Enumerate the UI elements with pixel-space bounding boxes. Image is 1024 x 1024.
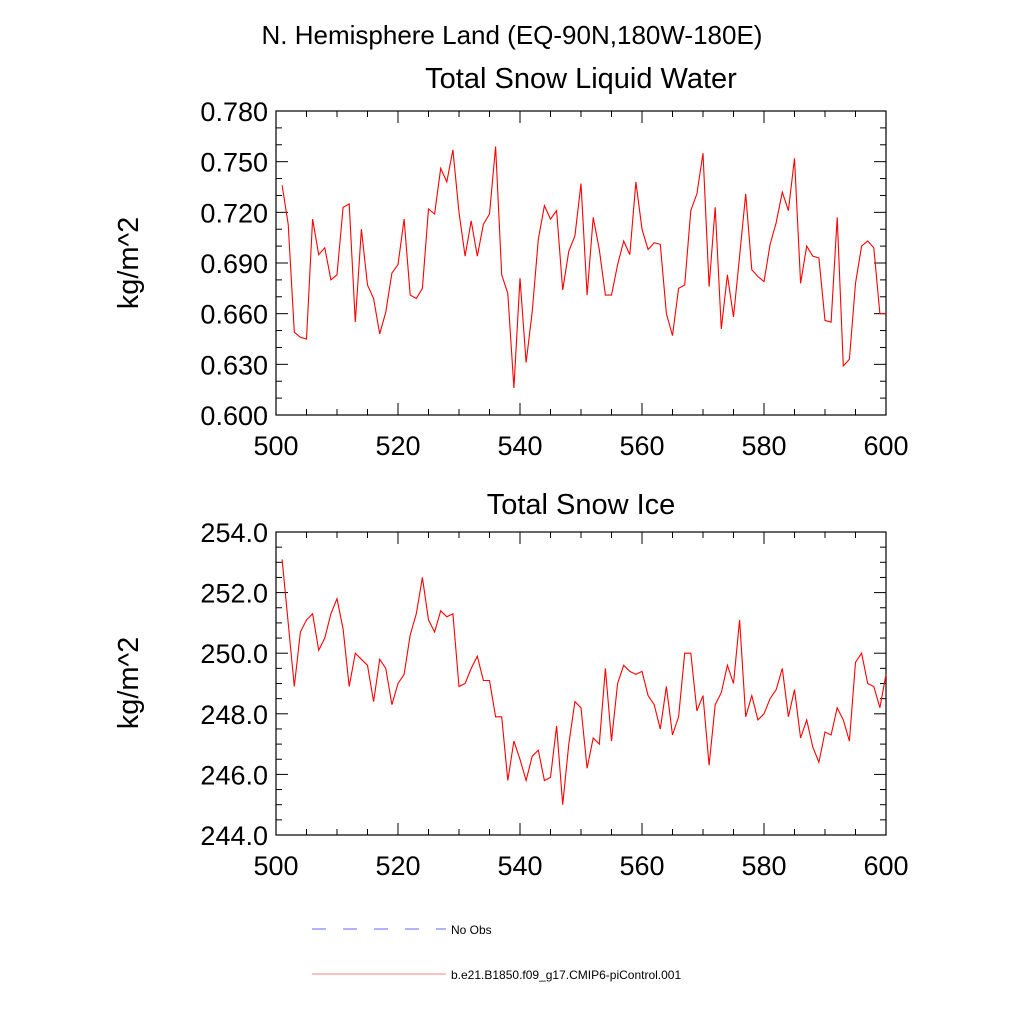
chart-title: Total Snow Liquid Water <box>425 63 737 95</box>
x-tick-label: 540 <box>497 431 542 461</box>
x-tick-label: 560 <box>619 431 664 461</box>
x-tick-label: 520 <box>375 851 420 881</box>
main-title: N. Hemisphere Land (EQ-90N,180W-180E) <box>262 20 763 50</box>
x-tick-label: 520 <box>375 431 420 461</box>
y-tick-label: 0.660 <box>200 300 268 330</box>
y-tick-label: 248.0 <box>200 700 268 730</box>
y-axis-label: kg/m^2 <box>113 637 145 730</box>
panel-snow-ice: Total Snow Ice kg/m^2 500 520 540 560 580 600… <box>113 489 909 881</box>
series-line <box>281 146 886 389</box>
chart-title: Total Snow Ice <box>487 489 676 521</box>
y-tick-label: 0.600 <box>200 401 268 431</box>
legend-label-model: b.e21.B1850.f09_g17.CMIP6-piControl.001 <box>451 968 681 982</box>
x-tick-label: 540 <box>497 851 542 881</box>
x-tick-label: 500 <box>253 431 298 461</box>
x-tick-label: 600 <box>863 851 908 881</box>
legend-label-no-obs: No Obs <box>451 923 492 937</box>
panel-snow-liquid-water: Total Snow Liquid Water kg/m^2 500 520 540… <box>113 63 909 461</box>
y-tick-label: 254.0 <box>200 518 268 548</box>
x-tick-label: 560 <box>619 851 664 881</box>
y-tick-label: 0.720 <box>200 198 268 228</box>
series-line <box>281 559 887 805</box>
x-tick-label: 500 <box>253 851 298 881</box>
plot-frame <box>275 531 887 836</box>
plot-frame <box>275 110 887 416</box>
x-tick-label: 580 <box>741 851 786 881</box>
y-tick-label: 0.630 <box>200 350 268 380</box>
y-tick-label: 0.780 <box>200 97 268 127</box>
y-tick-label: 246.0 <box>200 760 268 790</box>
x-tick-label: 580 <box>741 431 786 461</box>
y-tick-label: 244.0 <box>200 821 268 851</box>
y-tick-label: 250.0 <box>200 639 268 669</box>
x-tick-label: 600 <box>863 431 908 461</box>
y-tick-label: 0.690 <box>200 249 268 279</box>
y-tick-label: 0.750 <box>200 148 268 178</box>
y-axis-label: kg/m^2 <box>113 217 145 310</box>
legend: No Obs b.e21.B1850.f09_g17.CMIP6-piContr… <box>312 923 681 982</box>
y-tick-label: 252.0 <box>200 579 268 609</box>
